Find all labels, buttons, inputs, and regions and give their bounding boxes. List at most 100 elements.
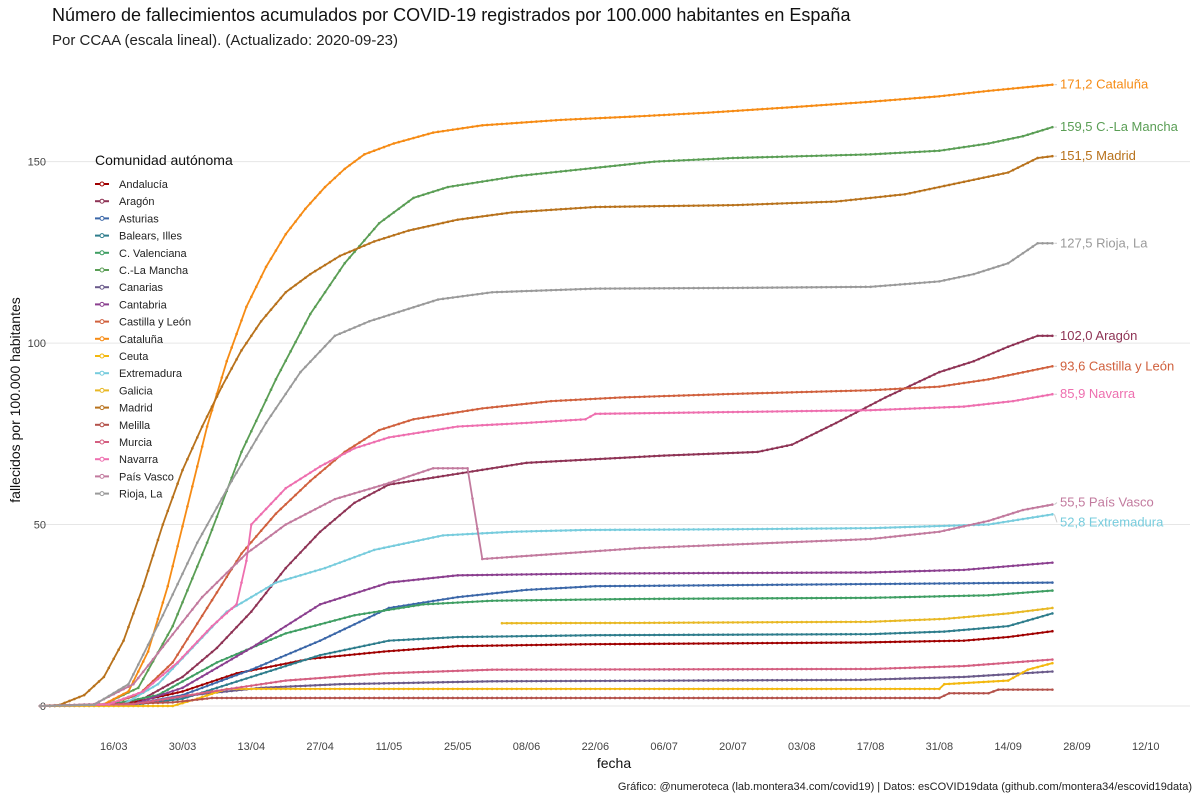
data-point [594, 528, 597, 532]
data-point [382, 582, 386, 586]
data-point [741, 621, 745, 624]
data-point [308, 540, 312, 544]
data-point [726, 633, 730, 636]
data-point [741, 641, 745, 645]
data-point [697, 528, 700, 531]
data-point [849, 678, 853, 682]
data-point [441, 645, 445, 649]
data-point [785, 444, 789, 448]
data-point [520, 634, 523, 638]
data-point [982, 269, 985, 273]
data-point [412, 687, 415, 691]
data-point [279, 696, 283, 700]
data-point [146, 700, 150, 704]
data-point [815, 431, 818, 434]
data-point [918, 96, 922, 100]
data-point [1046, 513, 1049, 517]
data-point [667, 394, 671, 398]
chart-caption: Gráfico: @numeroteca (lab.montera34.com/… [618, 781, 1192, 793]
data-point [1026, 397, 1030, 400]
data-point [500, 122, 504, 126]
data-point [530, 679, 533, 683]
data-point [284, 685, 288, 688]
data-point [766, 571, 769, 575]
data-point [215, 678, 219, 682]
data-point [495, 687, 499, 691]
data-point [834, 687, 838, 691]
data-point [662, 633, 666, 637]
data-point [736, 633, 740, 636]
data-point [972, 675, 976, 678]
data-point [628, 528, 632, 532]
data-point [141, 653, 145, 656]
data-point [987, 175, 990, 178]
data-point [127, 682, 130, 686]
data-point [702, 642, 705, 645]
data-point [363, 673, 366, 677]
data-point [933, 149, 936, 153]
data-point [829, 103, 833, 106]
data-point [235, 696, 238, 700]
data-point [367, 673, 371, 676]
data-point [63, 701, 66, 705]
data-point [820, 390, 823, 393]
data-point [859, 153, 863, 156]
data-point [923, 595, 926, 598]
data-point [613, 679, 617, 683]
data-point [402, 671, 405, 674]
data-point [736, 621, 740, 624]
data-point [859, 620, 863, 624]
data-point [707, 679, 710, 682]
data-point [1041, 84, 1044, 87]
data-point [338, 596, 342, 600]
data-point [78, 703, 81, 707]
y-tick-label: 100 [28, 338, 46, 350]
data-point [1006, 635, 1010, 639]
data-point [711, 597, 715, 600]
data-point [240, 463, 243, 466]
data-point [893, 526, 897, 529]
data-point [544, 687, 548, 691]
data-point [402, 604, 405, 607]
data-point [721, 571, 725, 575]
data-point [392, 639, 396, 642]
data-point [603, 412, 607, 416]
data-point [1041, 614, 1044, 618]
data-point [608, 205, 612, 209]
data-point [623, 163, 627, 167]
data-point [318, 696, 322, 700]
data-point [942, 406, 946, 409]
data-point [200, 697, 204, 701]
data-point [323, 502, 327, 506]
data-point [888, 677, 892, 681]
data-point [810, 687, 813, 691]
data-point [928, 525, 931, 528]
data-point [259, 541, 263, 544]
data-point [874, 678, 877, 681]
data-point [451, 669, 455, 673]
data-point [687, 204, 691, 208]
data-point [377, 584, 381, 587]
data-point [436, 466, 440, 470]
data-point [598, 205, 602, 209]
data-point [972, 359, 976, 363]
data-point [908, 533, 912, 537]
data-point [741, 667, 745, 671]
data-point [746, 641, 749, 645]
data-point [412, 473, 415, 477]
data-point [1041, 664, 1044, 668]
data-point [318, 676, 322, 680]
data-point [893, 391, 897, 395]
data-point [766, 286, 769, 289]
data-point [874, 620, 877, 623]
data-point [240, 685, 243, 689]
data-point [859, 632, 863, 636]
data-point [795, 154, 799, 158]
data-point [412, 228, 415, 231]
data-point [559, 598, 563, 602]
data-point [476, 680, 479, 683]
data-point [515, 121, 519, 125]
legend-item: Rioja, La [95, 489, 163, 501]
x-tick-label: 13/04 [238, 741, 266, 753]
data-point [235, 358, 238, 361]
